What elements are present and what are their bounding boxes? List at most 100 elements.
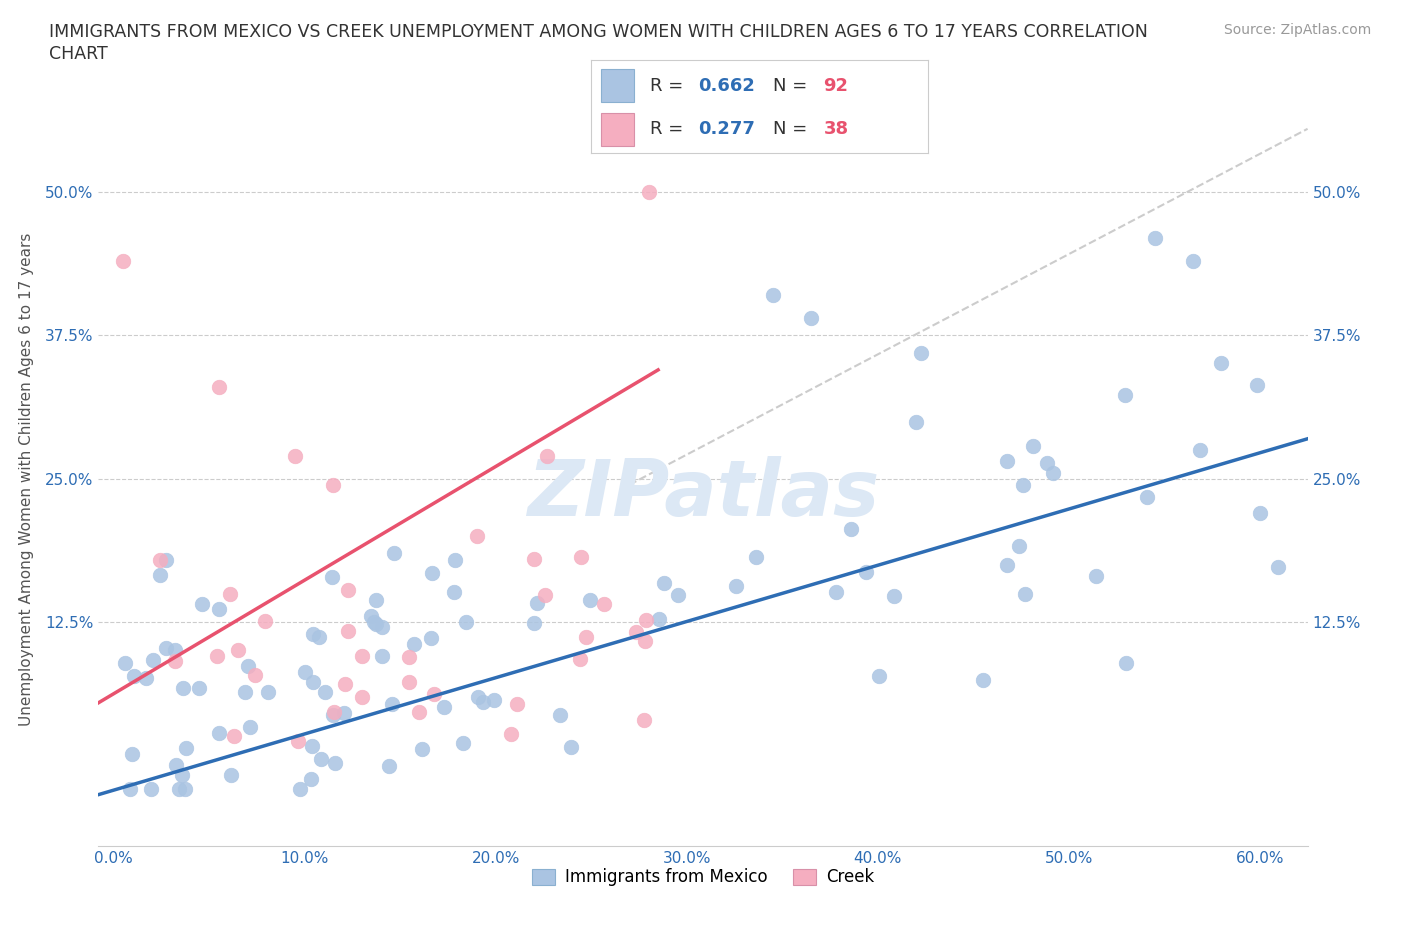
Point [724,578,747,593]
Point [910,346,932,361]
Point [226,643,249,658]
Point [122,669,145,684]
Point [337,623,360,638]
Point [467,690,489,705]
Text: ZIPatlas: ZIPatlas [527,456,879,532]
Point [745,550,768,565]
Point [208,725,231,740]
Point [1188,443,1211,458]
Point [1209,355,1232,370]
Point [482,693,505,708]
Point [360,608,382,623]
Point [451,736,474,751]
Point [163,643,186,658]
Point [995,454,1018,469]
Point [1011,477,1033,492]
Point [456,615,478,630]
Point [322,705,344,720]
Point [634,633,657,648]
Point [548,708,571,723]
Point [1249,506,1271,521]
Point [883,589,905,604]
Point [626,624,648,639]
Point [1014,586,1036,601]
Point [471,695,494,710]
Point [294,665,316,680]
Point [1007,538,1029,553]
Point [239,720,262,735]
Point [155,552,177,567]
Point [314,684,336,699]
Point [648,611,671,626]
Point [121,747,143,762]
Point [1085,568,1108,583]
Text: R =: R = [650,76,689,95]
Point [149,552,172,567]
FancyBboxPatch shape [600,69,634,102]
Point [308,630,330,644]
Point [243,668,266,683]
Point [995,557,1018,572]
Text: 0.662: 0.662 [699,76,755,95]
Point [534,588,557,603]
Point [568,652,591,667]
Point [337,583,360,598]
Point [333,706,356,721]
Point [433,700,456,715]
Point [1136,490,1159,505]
Point [254,613,277,628]
Point [288,781,311,796]
Point [155,641,177,656]
Point [411,741,433,756]
Point [560,740,582,755]
Point [398,674,420,689]
Point [378,759,401,774]
Point [333,676,356,691]
Point [381,697,404,711]
Text: 92: 92 [824,76,848,95]
Point [666,587,689,602]
Point [634,613,657,628]
Point [208,379,231,394]
Point [1267,560,1289,575]
Point [188,681,211,696]
Point [120,781,142,796]
Point [323,755,346,770]
Point [363,615,385,630]
Point [408,705,430,720]
Point [142,653,165,668]
Point [839,522,862,537]
Point [208,602,231,617]
Point [506,697,529,711]
Point [420,565,443,580]
Point [207,648,229,663]
Point [149,567,172,582]
Point [112,253,135,268]
Point [423,687,446,702]
Point [419,631,441,645]
Point [139,781,162,796]
Point [855,565,877,579]
Point [322,477,344,492]
Point [321,569,343,584]
Point [256,684,278,699]
Text: CHART: CHART [49,45,108,62]
Point [384,546,406,561]
Point [904,414,927,429]
Point [574,630,596,644]
Point [287,733,309,748]
Point [302,674,325,689]
Point [174,740,197,755]
Point [972,672,994,687]
Point [370,648,392,663]
Point [114,656,136,671]
Point [309,751,332,766]
Point [222,729,245,744]
Point [238,658,260,673]
Point [172,681,194,696]
Point [170,767,193,782]
Point [501,726,523,741]
Point [1022,438,1045,453]
Point [800,311,823,325]
Point [569,550,592,565]
